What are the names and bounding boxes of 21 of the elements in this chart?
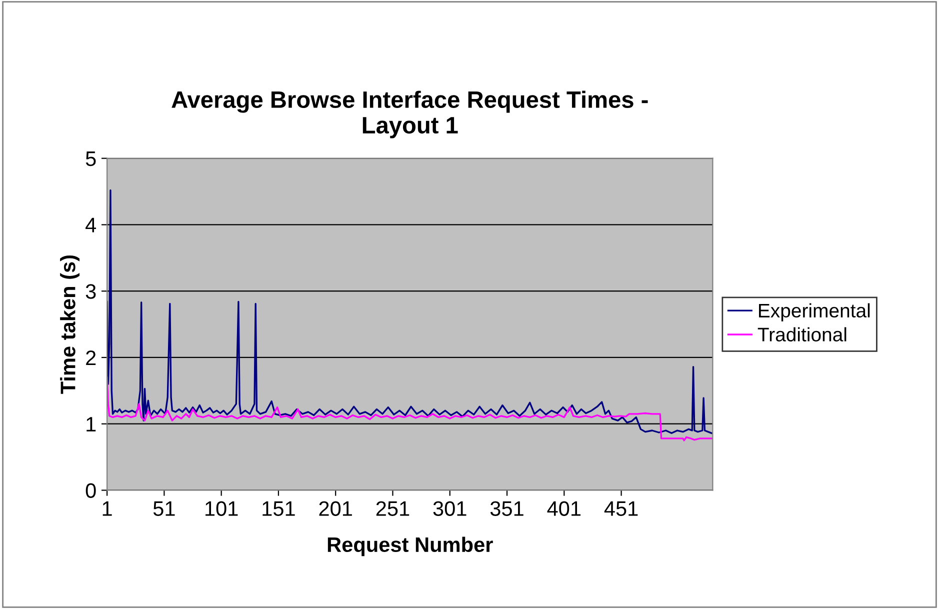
x-tick-label: 351 (490, 501, 524, 516)
x-tick-label: 101 (206, 501, 238, 516)
x-tick-label: 1 (102, 501, 112, 516)
y-tick-label: 5 (86, 152, 96, 166)
x-tick-label: 201 (319, 501, 352, 516)
legend-label: Traditional (758, 327, 846, 342)
y-tick-label: 4 (86, 218, 96, 232)
chart-title: Average Browse Interface Request Times - Layout 1 (172, 90, 648, 138)
x-tick-label: 301 (433, 501, 466, 516)
y-axis-title: Time taken (s) (60, 255, 80, 394)
x-tick-label: 151 (262, 501, 295, 516)
y-tick-label: 2 (86, 350, 96, 366)
x-tick-label: 401 (547, 501, 581, 516)
legend-label: Experimental (759, 303, 870, 322)
x-tick-label: 251 (376, 501, 410, 516)
y-tick-label: 0 (86, 483, 96, 498)
y-tick-label: 1 (86, 417, 96, 432)
x-tick-label: 451 (604, 501, 638, 516)
x-tick-label: 51 (153, 501, 175, 516)
x-axis-title: Request Number (328, 536, 493, 556)
y-tick-label: 3 (86, 284, 96, 299)
